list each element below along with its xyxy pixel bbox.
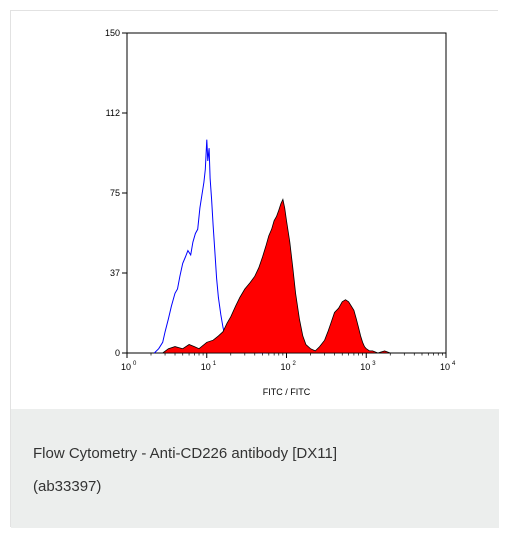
x-tick-label-exponent: 2 bbox=[293, 361, 297, 367]
x-tick-label: 10 bbox=[280, 362, 290, 372]
x-tick-label-exponent: 0 bbox=[133, 361, 137, 367]
y-tick-label: 37 bbox=[110, 268, 120, 278]
figure-caption: Flow Cytometry - Anti-CD226 antibody [DX… bbox=[11, 409, 499, 528]
x-axis-label: FITC / FITC bbox=[263, 387, 311, 397]
x-tick-label-exponent: 1 bbox=[213, 361, 217, 367]
y-tick-label: 75 bbox=[110, 188, 120, 198]
caption-catalog-number: (ab33397) bbox=[33, 478, 102, 495]
y-tick-label: 150 bbox=[105, 28, 120, 38]
x-tick-label: 10 bbox=[201, 362, 211, 372]
filled-histogram-series bbox=[161, 198, 391, 354]
y-tick-label: 0 bbox=[115, 348, 120, 358]
figure-card: 0 37 75 112 150 10 0 10 1 10 2 10 3 10 4 FITC / FITC F… bbox=[10, 10, 499, 528]
x-tick-label: 10 bbox=[121, 362, 131, 372]
y-tick-label: 112 bbox=[106, 108, 120, 118]
x-tick-label: 10 bbox=[440, 362, 450, 372]
flow-cytometry-figure: 0 37 75 112 150 10 0 10 1 10 2 10 3 10 4 FITC / FITC bbox=[11, 11, 499, 409]
x-tick-label: 10 bbox=[360, 362, 370, 372]
caption-title: Flow Cytometry - Anti-CD226 antibody [DX… bbox=[33, 445, 338, 462]
x-tick-label-exponent: 3 bbox=[372, 361, 376, 367]
x-tick-label-exponent: 4 bbox=[452, 361, 456, 367]
